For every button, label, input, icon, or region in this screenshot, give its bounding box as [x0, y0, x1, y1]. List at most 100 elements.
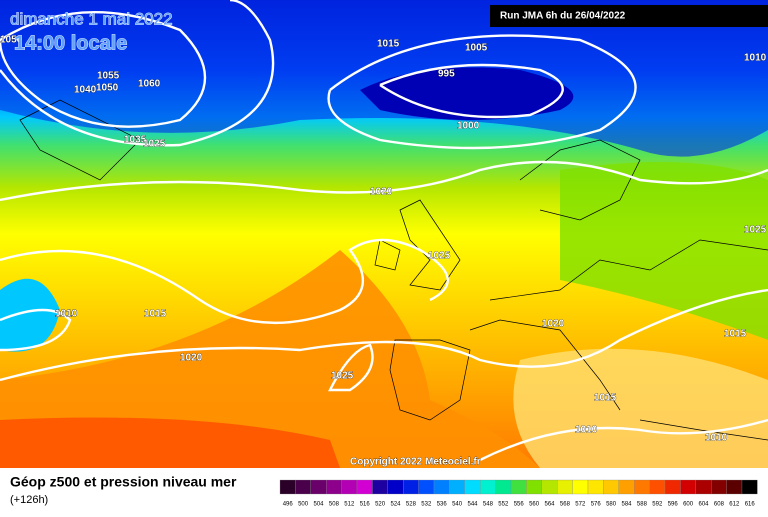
isobar-line — [327, 34, 637, 150]
scale-swatch — [695, 479, 712, 495]
isobar-label: 1060 — [138, 79, 161, 90]
isobar-label: 1025 — [331, 371, 354, 382]
copyright: Copyright 2022 Meteociel.fr — [350, 457, 481, 468]
scale-label: 528 — [406, 502, 417, 508]
isobar-line — [0, 238, 449, 324]
isobar-line — [328, 343, 374, 392]
scale-swatch — [356, 479, 373, 495]
isobar-label: 1020 — [370, 187, 393, 198]
scale-label: 576 — [591, 502, 602, 508]
scale-swatch — [680, 479, 696, 495]
isobar-label: 1015 — [594, 393, 617, 404]
color-scale: 496 500 504 508 512 516 520 524 528 532 536 540 544 5… — [279, 479, 758, 508]
scale-label: 568 — [560, 502, 571, 508]
scale-swatch — [464, 479, 481, 495]
scale-label: 600 — [683, 502, 694, 508]
isobar-label: 1040 — [74, 85, 97, 96]
scale-swatch — [526, 479, 542, 495]
scale-swatch — [603, 479, 619, 495]
scale-swatch — [372, 479, 388, 495]
isobar-line — [479, 418, 768, 462]
scale-label: 616 — [745, 502, 756, 508]
isobar-line — [379, 63, 564, 119]
scale-swatch — [295, 479, 311, 495]
scale-swatch — [310, 479, 327, 495]
scale-swatch — [495, 479, 512, 495]
isobar-line — [0, 0, 275, 147]
warm-zone — [0, 250, 540, 468]
scale-swatch — [433, 479, 450, 495]
scale-swatch — [279, 479, 296, 495]
scale-label: 512 — [344, 502, 355, 508]
green-zone — [560, 162, 768, 340]
isobar-label: 1015 — [144, 309, 167, 320]
scale-label: 552 — [498, 502, 509, 508]
subtropical-zone — [513, 348, 768, 468]
isobar-label: 1025 — [428, 251, 451, 262]
scale-swatch — [711, 479, 727, 495]
scale-swatch — [341, 479, 358, 495]
isobar-line — [0, 160, 768, 202]
coastlines — [19, 99, 768, 441]
scale-label: 560 — [529, 502, 540, 508]
run-info: Run JMA 6h du 26/04/2022 — [500, 11, 626, 22]
scale-swatch — [418, 479, 435, 495]
scale-label: 540 — [452, 502, 463, 508]
isobar-label: 1000 — [457, 121, 480, 132]
scale-label: 496 — [283, 502, 294, 508]
scale-label: 592 — [652, 502, 663, 508]
isobar-label: 1015 — [377, 39, 400, 50]
scale-swatch — [726, 479, 743, 495]
isobar-label: 1010 — [705, 433, 728, 444]
date: dimanche 1 mai 2022 — [10, 9, 173, 28]
scale-label: 508 — [329, 502, 340, 508]
isobar-line — [0, 288, 768, 382]
scale-swatch — [649, 479, 666, 495]
isobar-label: 1015 — [724, 329, 747, 340]
scale-swatch — [557, 479, 573, 495]
scale-label: 580 — [606, 502, 617, 508]
isobar-label: 1020 — [180, 353, 203, 364]
isobar-label: 1055 — [97, 71, 120, 82]
isobar-label: 1005 — [465, 43, 488, 54]
isobar-label: 995 — [438, 69, 455, 80]
isobar-label: 1050 — [0, 35, 23, 46]
scale-swatch — [618, 479, 635, 495]
scale-label: 504 — [313, 502, 324, 508]
scale-swatch — [326, 479, 342, 495]
scale-label: 544 — [467, 502, 478, 508]
scale-label: 516 — [360, 502, 371, 508]
isobar-label: 1025 — [143, 139, 166, 150]
scale-swatch — [634, 479, 650, 495]
run-box — [490, 5, 768, 27]
scale-label: 556 — [514, 502, 525, 508]
scale-swatch — [403, 479, 419, 495]
scale-label: 572 — [575, 502, 586, 508]
isobar-label: 1020 — [542, 319, 565, 330]
cold-pool — [0, 278, 60, 352]
isobar-line — [0, 11, 206, 128]
footer-title: Géop z500 et pression niveau mer — [10, 474, 237, 490]
isobar-label: 1050 — [96, 83, 119, 94]
scale-label: 500 — [298, 502, 309, 508]
lead-time: (+126h) — [10, 494, 48, 506]
isobars — [0, 0, 768, 460]
scale-swatch — [387, 479, 404, 495]
scale-label: 588 — [637, 502, 648, 508]
warm-core — [0, 417, 340, 468]
scale-label: 604 — [698, 502, 709, 508]
scale-label: 596 — [668, 502, 679, 508]
scale-label: 608 — [714, 502, 725, 508]
local-time: 14:00 locale — [14, 32, 127, 54]
isobar-label: 1010 — [55, 309, 78, 320]
scale-label: 532 — [421, 502, 432, 508]
scale-label: 564 — [544, 502, 555, 508]
scale-swatch — [449, 479, 465, 495]
isobar-line — [0, 308, 72, 352]
scale-label: 584 — [621, 502, 632, 508]
low-center — [360, 67, 574, 120]
isobar-label: 1035 — [124, 135, 147, 146]
